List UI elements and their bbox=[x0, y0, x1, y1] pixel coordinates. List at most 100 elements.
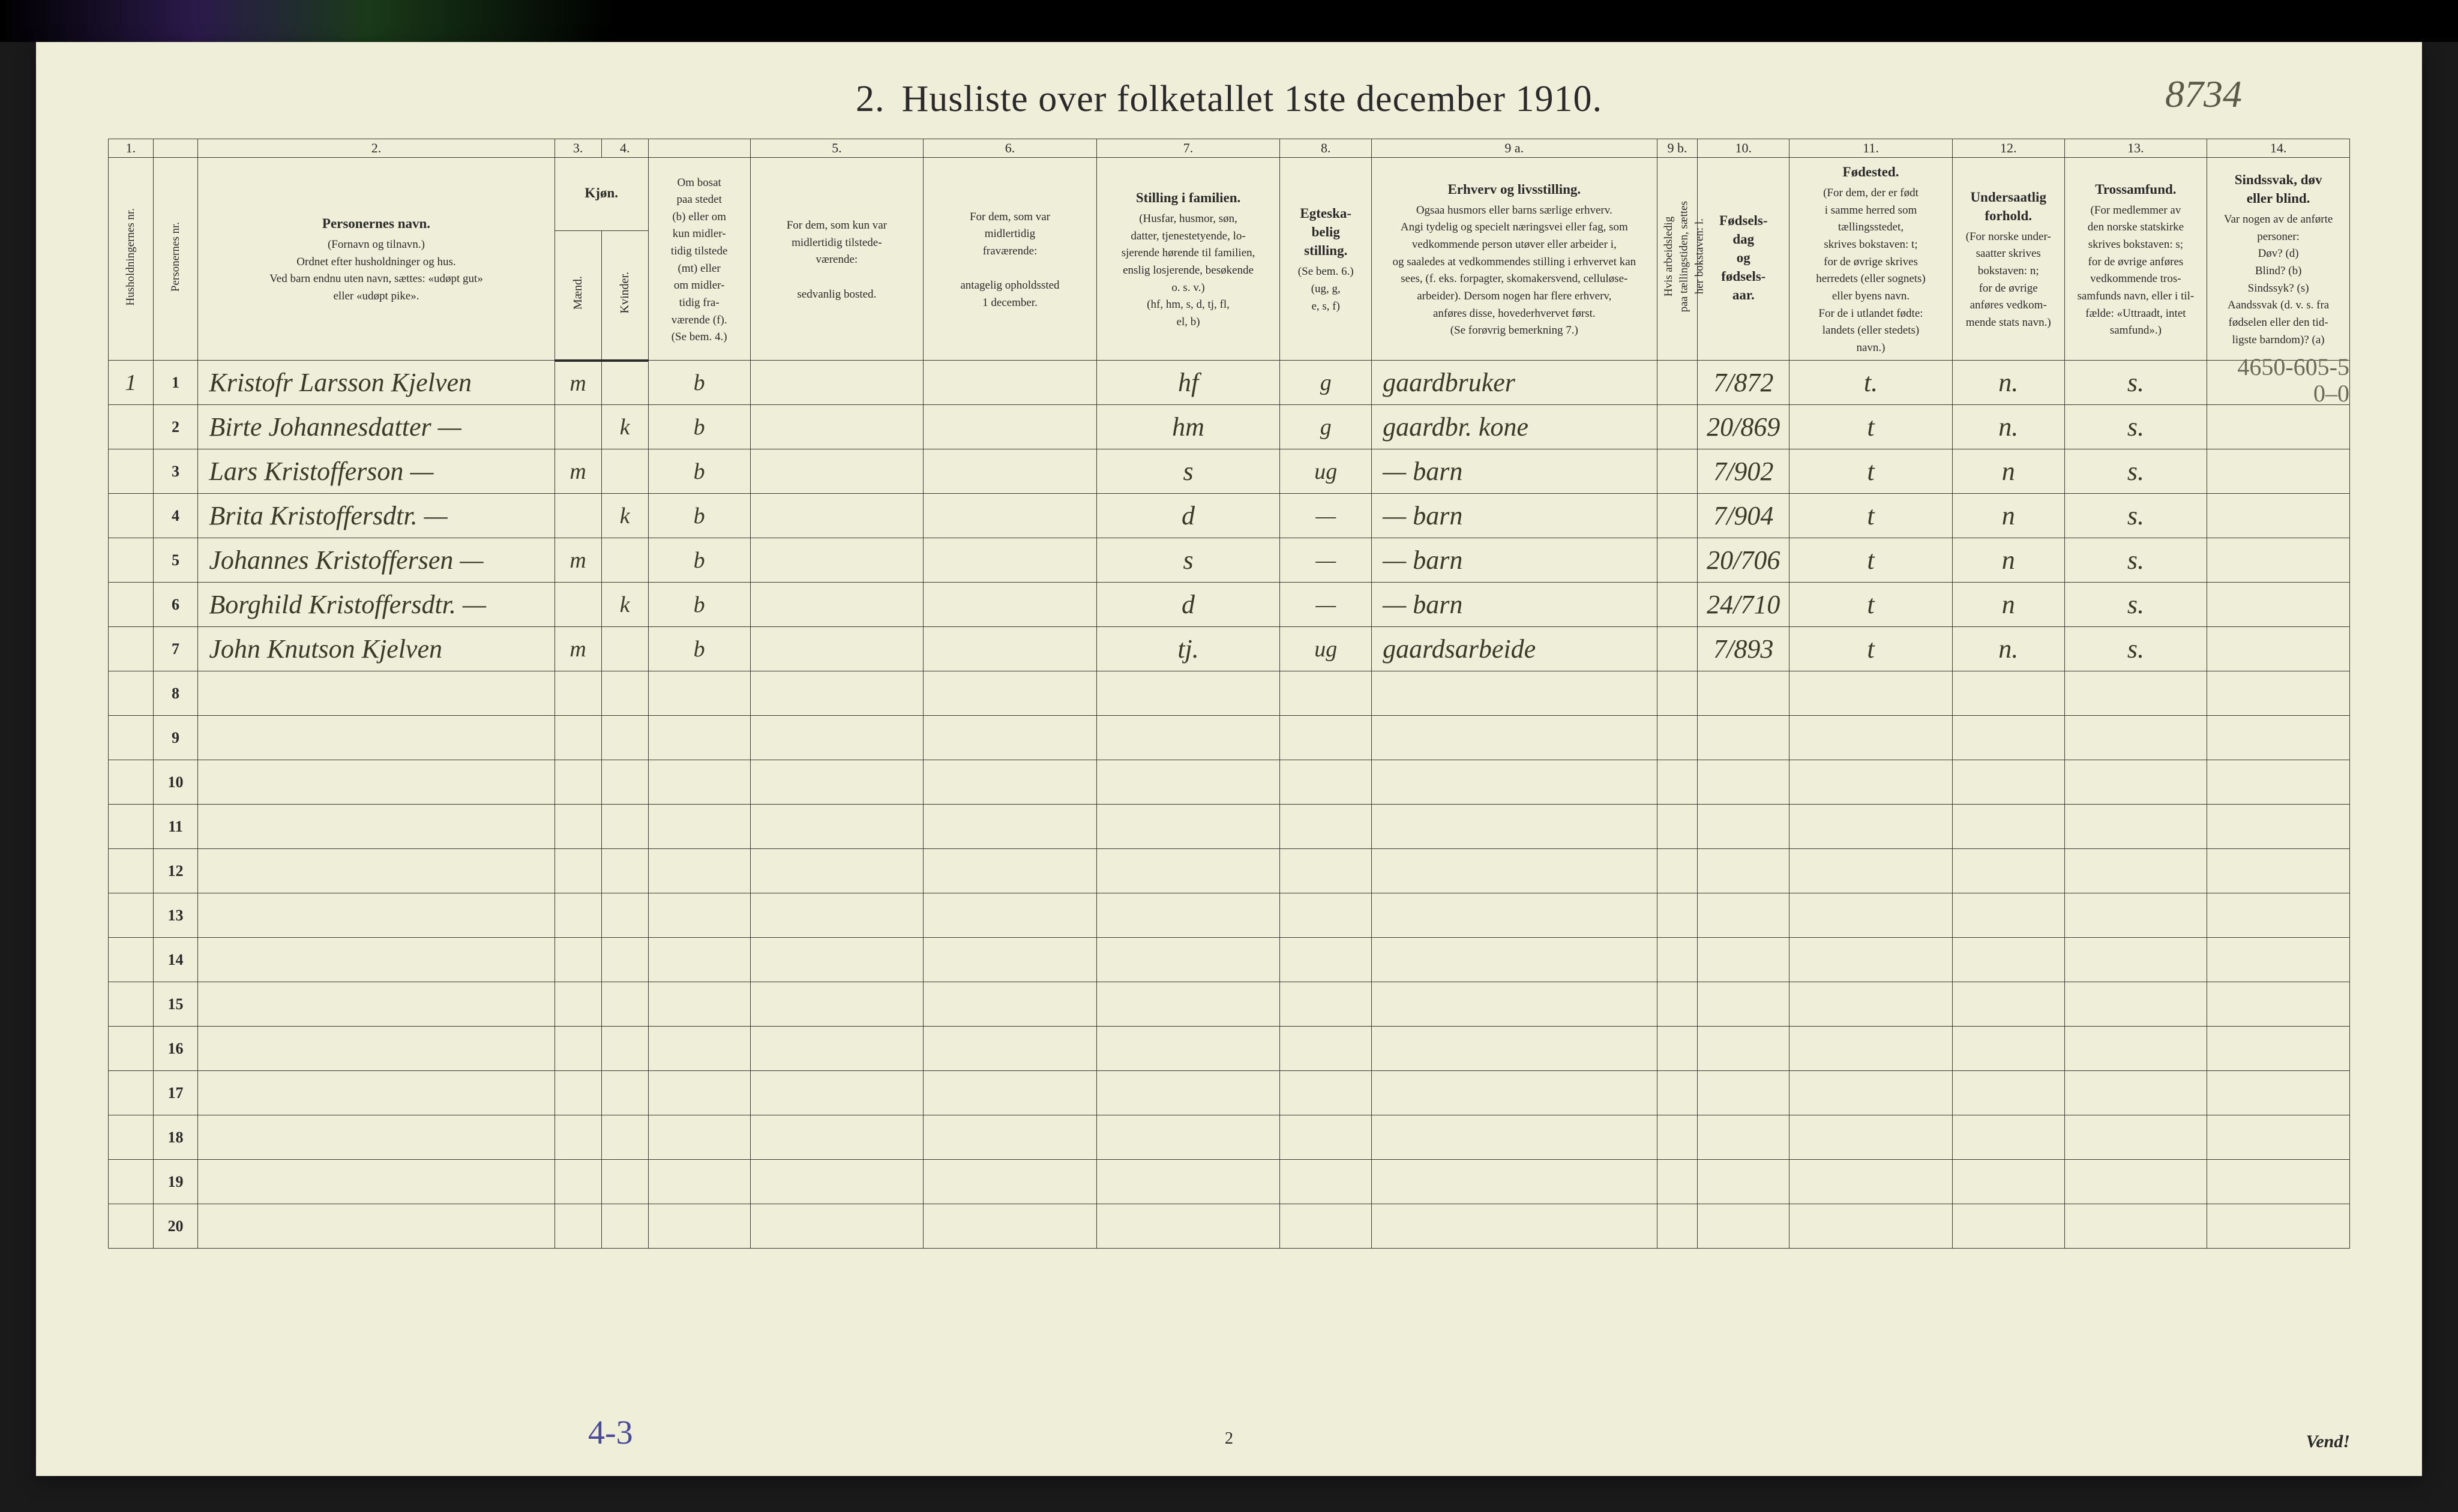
cell-pn: 18 bbox=[153, 1115, 198, 1160]
cell-fam bbox=[1096, 671, 1280, 716]
title-text: Husliste over folketallet 1ste december … bbox=[901, 79, 1602, 119]
cell-c6 bbox=[924, 893, 1097, 938]
cell-fod: 7/872 bbox=[1698, 361, 1789, 405]
table-row-empty: 15 bbox=[109, 982, 2350, 1027]
colnum-cell bbox=[153, 139, 198, 158]
cell-name: Borghild Kristoffersdtr. — bbox=[198, 583, 554, 627]
cell-und bbox=[1952, 982, 2064, 1027]
table-row-empty: 14 bbox=[109, 938, 2350, 982]
title-row: 2.Husliste over folketallet 1ste decembe… bbox=[108, 78, 2350, 121]
cell-fsted bbox=[1789, 982, 1953, 1027]
cell-tros bbox=[2064, 1071, 2207, 1115]
cell-bos bbox=[648, 1115, 750, 1160]
colnum-cell: 5. bbox=[750, 139, 924, 158]
cell-c14 bbox=[2207, 849, 2350, 893]
cell-c5 bbox=[750, 1204, 924, 1249]
cell-tros bbox=[2064, 671, 2207, 716]
cell-c6 bbox=[924, 760, 1097, 805]
cell-fsted: t bbox=[1789, 627, 1953, 671]
table-row-empty: 9 bbox=[109, 716, 2350, 760]
cell-fam bbox=[1096, 1115, 1280, 1160]
cell-m bbox=[554, 1027, 601, 1071]
header-row-main: Husholdningernes nr. Personernes nr. Per… bbox=[109, 158, 2350, 231]
cell-c14 bbox=[2207, 538, 2350, 583]
cell-hh bbox=[109, 1160, 154, 1204]
cell-egte: — bbox=[1280, 583, 1372, 627]
cell-tros bbox=[2064, 938, 2207, 982]
cell-m bbox=[554, 893, 601, 938]
cell-c14 bbox=[2207, 1115, 2350, 1160]
cell-name: Kristofr Larsson Kjelven bbox=[198, 361, 554, 405]
hdr-birthplace: Fødested. (For dem, der er født i samme … bbox=[1789, 158, 1953, 361]
cell-pn: 10 bbox=[153, 760, 198, 805]
table-row-empty: 16 bbox=[109, 1027, 2350, 1071]
cell-erhv bbox=[1372, 1204, 1657, 1249]
colnum-cell: 14. bbox=[2207, 139, 2350, 158]
cell-und bbox=[1952, 1204, 2064, 1249]
cell-fod: 24/710 bbox=[1698, 583, 1789, 627]
cell-und bbox=[1952, 893, 2064, 938]
cell-egte: g bbox=[1280, 405, 1372, 449]
cell-c14 bbox=[2207, 805, 2350, 849]
cell-und: n bbox=[1952, 538, 2064, 583]
cell-c9b bbox=[1657, 1204, 1698, 1249]
cell-tros: s. bbox=[2064, 449, 2207, 494]
cell-c5 bbox=[750, 583, 924, 627]
cell-c14 bbox=[2207, 760, 2350, 805]
cell-und bbox=[1952, 671, 2064, 716]
cell-c9b bbox=[1657, 716, 1698, 760]
cell-tros: s. bbox=[2064, 494, 2207, 538]
cell-und: n bbox=[1952, 583, 2064, 627]
cell-bos bbox=[648, 671, 750, 716]
cell-pn: 13 bbox=[153, 893, 198, 938]
cell-c9b bbox=[1657, 760, 1698, 805]
cell-c6 bbox=[924, 1204, 1097, 1249]
table-row: 3Lars Kristofferson —mbsug— barn7/902tns… bbox=[109, 449, 2350, 494]
cell-c14 bbox=[2207, 405, 2350, 449]
cell-c5 bbox=[750, 805, 924, 849]
cell-c5 bbox=[750, 760, 924, 805]
cell-erhv: — barn bbox=[1372, 449, 1657, 494]
cell-egte: ug bbox=[1280, 627, 1372, 671]
cell-fod bbox=[1698, 849, 1789, 893]
cell-c5 bbox=[750, 938, 924, 982]
cell-erhv bbox=[1372, 1160, 1657, 1204]
cell-fam: hf bbox=[1096, 361, 1280, 405]
cell-hh bbox=[109, 583, 154, 627]
cell-k bbox=[601, 671, 648, 716]
table-row: 11Kristofr Larsson Kjelvenmbhfggaardbruk… bbox=[109, 361, 2350, 405]
colnum-cell: 9 a. bbox=[1372, 139, 1657, 158]
cell-name bbox=[198, 1115, 554, 1160]
cell-erhv: gaardsarbeide bbox=[1372, 627, 1657, 671]
table-row-empty: 19 bbox=[109, 1160, 2350, 1204]
cell-c14 bbox=[2207, 982, 2350, 1027]
cell-tros bbox=[2064, 760, 2207, 805]
cell-hh bbox=[109, 1027, 154, 1071]
cell-k bbox=[601, 361, 648, 405]
cell-erhv bbox=[1372, 1115, 1657, 1160]
cell-name: Birte Johannesdatter — bbox=[198, 405, 554, 449]
cell-c14 bbox=[2207, 494, 2350, 538]
cell-egte bbox=[1280, 716, 1372, 760]
cell-k bbox=[601, 538, 648, 583]
cell-c9b bbox=[1657, 893, 1698, 938]
cell-egte bbox=[1280, 849, 1372, 893]
cell-bos bbox=[648, 893, 750, 938]
cell-und bbox=[1952, 1115, 2064, 1160]
cell-m bbox=[554, 1071, 601, 1115]
cell-fsted: t bbox=[1789, 449, 1953, 494]
cell-c14 bbox=[2207, 627, 2350, 671]
cell-pn: 19 bbox=[153, 1160, 198, 1204]
cell-fam bbox=[1096, 938, 1280, 982]
cell-erhv bbox=[1372, 849, 1657, 893]
cell-k bbox=[601, 982, 648, 1027]
hdr-sex: Kjøn. bbox=[554, 158, 648, 231]
cell-m: m bbox=[554, 627, 601, 671]
table-row: 4Brita Kristoffersdtr. —kbd—— barn7/904t… bbox=[109, 494, 2350, 538]
cell-name: John Knutson Kjelven bbox=[198, 627, 554, 671]
cell-c14 bbox=[2207, 449, 2350, 494]
cell-c6 bbox=[924, 982, 1097, 1027]
cell-pn: 6 bbox=[153, 583, 198, 627]
cell-bos bbox=[648, 849, 750, 893]
cell-name bbox=[198, 893, 554, 938]
